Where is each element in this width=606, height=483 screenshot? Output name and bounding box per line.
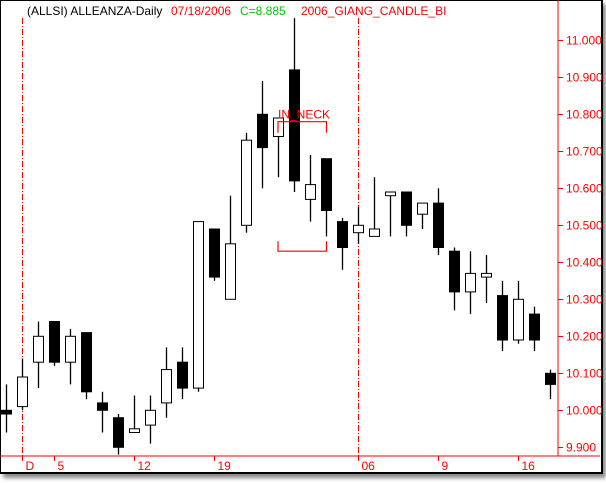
candle-body-up: [417, 202, 428, 215]
candle: [305, 155, 316, 222]
candle: [529, 306, 540, 352]
candle: [481, 254, 492, 303]
candle: [385, 191, 396, 237]
y-tick-label: 10.600: [566, 182, 603, 196]
candle-body-up: [465, 272, 476, 293]
candle-body-down: [337, 221, 348, 249]
pattern-bracket-bottom: [277, 241, 328, 252]
date-readout: 07/18/2006: [171, 4, 232, 18]
x-tick-label: 5: [58, 459, 65, 473]
candle: [33, 321, 44, 389]
x-tick-label: 19: [218, 459, 232, 473]
candle: [161, 347, 172, 418]
candle-body-down: [497, 295, 508, 341]
candle-body-down: [177, 361, 188, 389]
chart-window: [0, 0, 603, 474]
candle-body-up: [241, 139, 252, 226]
candle-body-up: [385, 191, 396, 197]
candle: [417, 202, 428, 229]
candle-body-down: [289, 69, 300, 182]
candle: [65, 328, 76, 385]
y-tick-label: 10.900: [566, 71, 603, 85]
candle-body-down: [529, 313, 540, 341]
candle-body-up: [33, 335, 44, 363]
candle-body-down: [401, 191, 412, 226]
x-tick-label: 12: [138, 459, 152, 473]
candle: [145, 395, 156, 444]
candle: [225, 195, 236, 300]
candle: [545, 369, 556, 400]
x-tick-label: 06: [362, 459, 376, 473]
x-tick-label: D: [26, 459, 35, 473]
candle-body-down: [113, 417, 124, 448]
candle-body-up: [353, 224, 364, 234]
candle: [1, 384, 12, 433]
candle: [129, 395, 140, 433]
candle-body-up: [17, 376, 28, 408]
candle-body-up: [193, 221, 204, 389]
x-tick-label: 16: [522, 459, 536, 473]
candle: [81, 332, 92, 400]
candle-body-up: [145, 409, 156, 426]
pattern-bracket-top: [277, 121, 328, 133]
candle-body-down: [449, 250, 460, 293]
y-tick-label: 10.000: [566, 404, 603, 418]
candle-body-up: [225, 243, 236, 300]
y-tick-label: 11.000: [566, 34, 602, 48]
candle: [177, 347, 188, 400]
y-tick-label: 10.500: [566, 219, 603, 233]
candle-body-down: [321, 158, 332, 211]
y-tick-label: 10.800: [566, 108, 603, 122]
candle: [113, 414, 124, 455]
candle-body-up: [65, 335, 76, 363]
y-tick-label: 9.900: [566, 441, 596, 455]
x-tick-label: 9: [442, 459, 449, 473]
candle: [337, 217, 348, 270]
y-tick-label: 10.300: [566, 293, 603, 307]
candle-body-down: [49, 321, 60, 363]
candle: [193, 221, 204, 392]
candle: [241, 132, 252, 233]
candle: [433, 188, 444, 255]
candle: [401, 191, 412, 237]
candle: [353, 206, 364, 244]
candle: [289, 18, 300, 192]
y-tick-label: 10.700: [566, 145, 603, 159]
candle-body-up: [369, 228, 380, 237]
candle-body-down: [81, 332, 92, 393]
candle-body-up: [481, 272, 492, 278]
y-tick-label: 10.100: [566, 367, 603, 381]
candle-body-down: [545, 372, 556, 385]
chart-title: (ALLSI) ALLEANZA-Daily: [27, 4, 163, 18]
candle: [17, 358, 28, 411]
candle-body-up: [129, 428, 140, 433]
candle: [449, 247, 460, 311]
candle: [513, 280, 524, 344]
candle-body-down: [1, 409, 12, 415]
candle-body-up: [305, 184, 316, 200]
candle-body-down: [433, 202, 444, 249]
candle: [257, 81, 268, 189]
candle: [49, 321, 60, 366]
candle-body-down: [209, 228, 220, 278]
candle: [97, 391, 108, 433]
candle: [209, 228, 220, 281]
candle-body-up: [513, 298, 524, 341]
y-tick-label: 10.200: [566, 330, 603, 344]
candle-body-down: [97, 402, 108, 411]
y-tick-label: 10.400: [566, 256, 603, 270]
candle: [497, 280, 508, 352]
candle: [321, 158, 332, 237]
candle-body-down: [257, 113, 268, 149]
candle-body-up: [161, 369, 172, 404]
candle: [465, 251, 476, 315]
candle: [369, 177, 380, 237]
study-name: 2006_GIANG_CANDLE_BI: [301, 4, 447, 18]
pattern-label: IN_NECK: [278, 108, 330, 122]
close-readout: C=8.885: [240, 4, 286, 18]
